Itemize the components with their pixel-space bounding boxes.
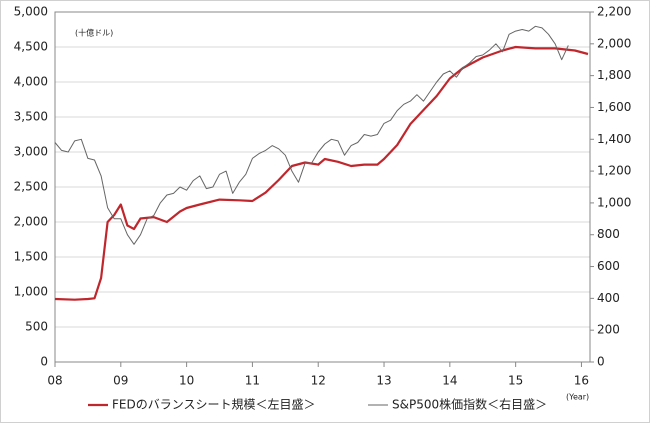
y-tick-label: 4,000: [14, 75, 48, 89]
plot-border: [54, 11, 591, 363]
y-tick-label: 2,500: [14, 180, 48, 194]
x-tick-label: 14: [442, 374, 457, 388]
x-tick-label: 16: [574, 374, 589, 388]
y-tick-label: 1,500: [14, 250, 48, 264]
x-tick-label: 10: [179, 374, 194, 388]
y2-tick-label: 1,800: [597, 68, 631, 82]
legend-label: S&P500株価指数＜右目盛＞: [392, 397, 547, 412]
unit-annotation: (十億ドル): [75, 28, 113, 38]
y2-tick-label: 2,200: [597, 5, 631, 19]
legend-label: FEDのバランスシート規模＜左目盛＞: [112, 397, 316, 412]
y-tick-label: 1,000: [14, 285, 48, 299]
series-line: [54, 25, 569, 245]
y-tick-label: 2,000: [14, 215, 48, 229]
y2-tick-label: 800: [597, 227, 620, 241]
y-tick-label: 0: [40, 355, 48, 369]
y-tick-label: 500: [25, 320, 48, 334]
x-tick-label: 13: [376, 374, 391, 388]
x-tick-label: 15: [508, 374, 523, 388]
y2-tick-label: 400: [597, 291, 620, 305]
y2-tick-label: 600: [597, 259, 620, 273]
y2-tick-label: 2,000: [597, 36, 631, 50]
y-tick-label: 3,000: [14, 145, 48, 159]
x-unit: (Year): [566, 393, 589, 402]
x-tick-label: 11: [245, 374, 260, 388]
x-tick-label: 12: [311, 374, 326, 388]
y-tick-label: 4,500: [14, 40, 48, 54]
y-tick-label: 3,500: [14, 110, 48, 124]
y2-tick-label: 200: [597, 323, 620, 337]
y2-tick-label: 1,000: [597, 195, 631, 209]
y2-tick-label: 1,400: [597, 132, 631, 146]
y-tick-label: 5,000: [14, 5, 48, 19]
x-tick-label: 08: [47, 374, 62, 388]
y2-tick-label: 0: [597, 355, 605, 369]
x-tick-label: 09: [113, 374, 128, 388]
y2-tick-label: 1,600: [597, 100, 631, 114]
y2-tick-label: 1,200: [597, 164, 631, 178]
